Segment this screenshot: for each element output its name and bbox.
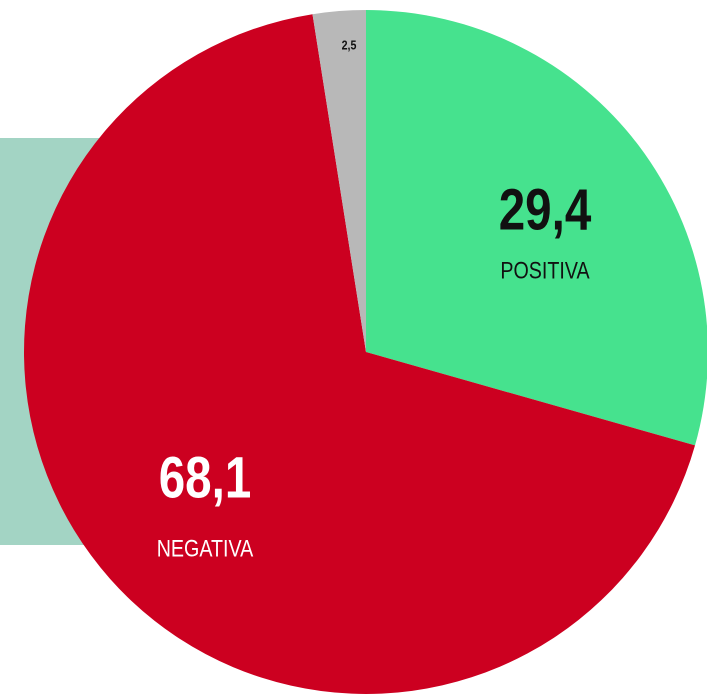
value-label: 2,5 bbox=[342, 37, 357, 52]
category-label: NEGATIVA bbox=[157, 534, 254, 561]
category-label: POSITIVA bbox=[500, 256, 590, 283]
value-label: 29,4 bbox=[499, 178, 592, 243]
pie-slice bbox=[24, 14, 696, 695]
value-label: 68,1 bbox=[159, 446, 252, 511]
pie-slice bbox=[312, 10, 366, 352]
pie-slice bbox=[366, 10, 707, 446]
